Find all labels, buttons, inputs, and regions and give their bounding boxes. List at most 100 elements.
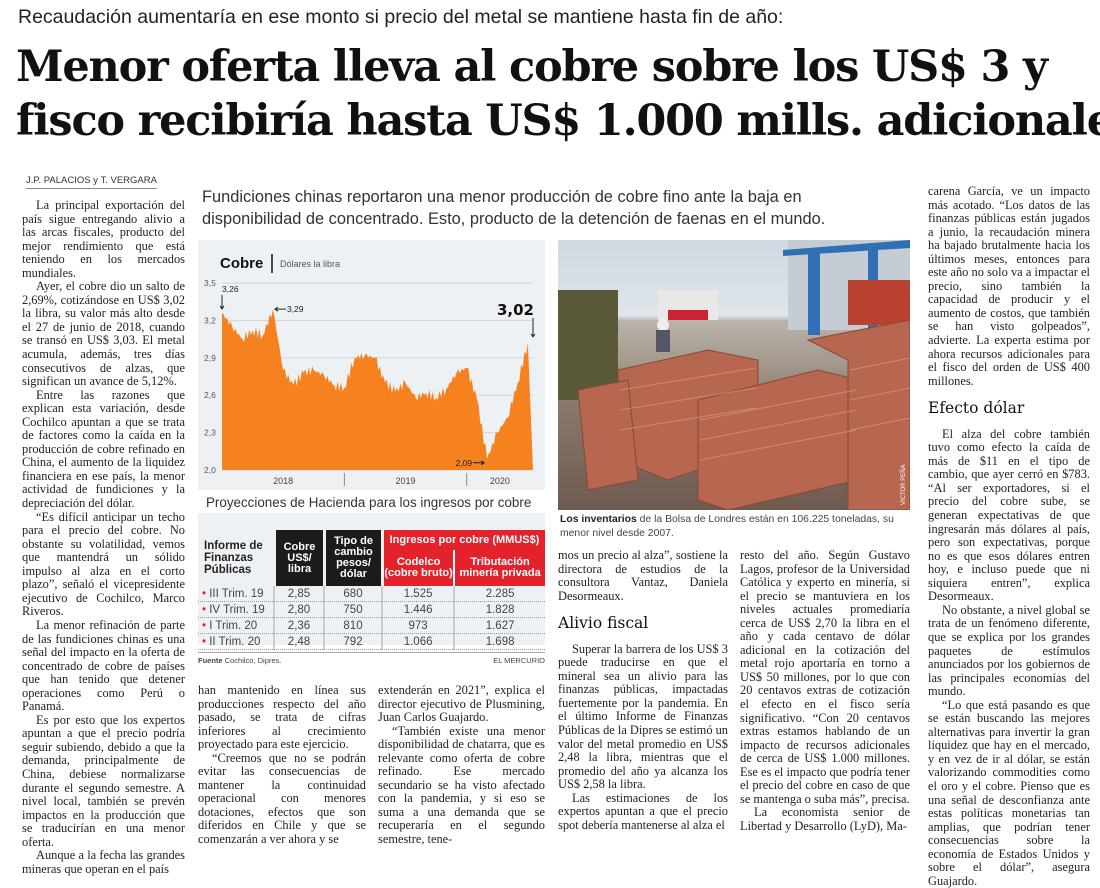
y-tick-label: 2,6 [204,390,216,400]
bullet-icon: • [202,603,210,616]
arrow-icon [274,306,286,312]
column-3: extenderán en 2021”, explica el director… [378,683,545,847]
annotation-label: 3,29 [287,304,304,314]
table-source: Fuente Cochilco, Dipres. EL MERCURIO [198,652,545,665]
cell-text: 1.698 [485,635,515,648]
table-row: • IV Trim. 19 2,80 750 1.446 1.828 [198,602,545,618]
arrow-icon [473,460,486,466]
header-cobre: Cobre US$/ libra [273,530,323,586]
paragraph: resto del año. Según Gustavo Lagos, prof… [740,548,910,806]
arrow-icon [530,317,536,338]
x-tick-label: 2020 [490,476,510,486]
table-cell: 1.627 [453,618,545,634]
table-cell: 810 [323,618,381,634]
source-label: Fuente [198,656,223,665]
paragraph: Aunque a la fecha las grandes mineras qu… [22,848,185,876]
header-tributacion: Tributación minería privada [453,550,545,586]
header-informe: Informe de Finanzas Públicas [198,530,273,586]
cell-text: 750 [343,603,363,616]
table-cell: 2,85 [273,586,323,602]
y-tick-label: 3,5 [204,278,216,288]
column-5: resto del año. Según Gustavo Lagos, prof… [740,548,910,833]
header-codelco: Codelco (cobre bruto) [381,550,454,586]
table-cell: 2,36 [273,618,323,634]
paragraph: carena García, ve un impacto más acotado… [928,184,1090,388]
cell-text: 1.627 [485,619,515,632]
paragraph: El alza del cobre también tuvo como efec… [928,426,1090,604]
bullet-icon: • [202,619,210,632]
table-row: • I Trim. 20 2,36 810 973 1.627 [198,618,545,634]
row-label: • II Trim. 20 [198,634,273,650]
paragraph: No obstante, a nivel global se trata de … [928,602,1090,699]
price-area [222,309,533,470]
subheading-alivio-fiscal: Alivio fiscal [558,614,649,633]
header-ingresos: Ingresos por cobre (MMUS$) [381,530,545,550]
bullet-icon: • [202,635,210,648]
paragraph: Ayer, el cobre dio un salto de 2,69%, co… [22,279,185,389]
paragraph: Entre las razones que explican esta vari… [22,387,185,511]
table-cell: 750 [323,602,381,618]
table-cell: 973 [381,618,454,634]
chart-title: Cobre [220,255,263,272]
cell-text: 2.285 [485,587,515,600]
header-tipo-cambio: Tipo de cambio pesos/ dólar [323,530,381,586]
headline-line-2: fisco recibiría hasta US$ 1.000 mills. a… [16,96,1100,146]
column-2: han mantenido en línea sus producciones … [198,683,366,847]
y-tick-label: 3,2 [204,315,216,325]
arrow-icon [219,294,225,310]
table-cell: 2,80 [273,602,323,618]
column-4: mos un precio al alza”, sostiene la dire… [558,548,728,832]
headline: Menor oferta lleva al cobre sobre los US… [16,40,1100,148]
x-tick-label: 2018 [273,476,293,486]
table-title: Proyecciones de Hacienda para los ingres… [206,495,532,510]
table-cell: 680 [323,586,381,602]
paragraph: “Creemos que no se podrán evitar las con… [198,750,366,847]
chart-subtitle: Dólares la libra [280,259,340,269]
bullet-icon: • [202,587,210,600]
cell-text: 1.828 [485,603,515,616]
paragraph: Es por esto que los expertos apuntan a q… [22,712,185,849]
cell-text: 1.066 [403,635,433,648]
y-tick-label: 2,9 [204,353,216,363]
deck: Fundiciones chinas reportaron una menor … [202,188,826,228]
cell-text: 1.525 [403,587,433,600]
table-cell: 2.285 [453,586,545,602]
subheading-efecto-dolar: Efecto dólar [928,399,1025,418]
cell-text: IV Trim. 19 [209,603,265,616]
table-cell: 1.525 [381,586,454,602]
cell-text: 2,80 [287,603,311,616]
copper-price-chart: Cobre Dólares la libra 3,5 3,2 2,9 2,6 2,3 2,0 2… [198,240,545,490]
paragraph: han mantenido en línea sus producciones … [198,683,366,752]
annotation-label: 3,26 [222,284,239,294]
paragraph: La principal exportación del país sigue … [22,198,185,280]
cell-text: 1.446 [403,603,433,616]
cell-text: I Trim. 20 [209,619,258,632]
headline-line-1: Menor oferta lleva al cobre sobre los US… [16,42,1048,92]
row-label: • III Trim. 19 [198,586,273,602]
column-6: carena García, ve un impacto más acotado… [928,184,1090,888]
table: Informe de Finanzas Públicas Cobre US$/ … [198,530,545,650]
paragraph: La economista senior de Libertad y Desar… [740,805,910,833]
x-tick-label: 2019 [396,476,416,486]
paragraph: “Lo que está pasando es que se están bus… [928,697,1090,888]
paragraph: mos un precio al alza”, sostiene la dire… [558,548,728,603]
cell-text: II Trim. 20 [209,635,261,648]
annotation-label: 2,09 [456,458,473,468]
y-tick-label: 2,3 [204,428,216,438]
current-value-label: 3,02 [497,301,534,319]
table-cell: 1.828 [453,602,545,618]
cell-text: 2,48 [287,635,311,648]
table-row: • III Trim. 19 2,85 680 1.525 2.285 [198,586,545,602]
table-cell: 1.066 [381,634,454,650]
row-label: • I Trim. 20 [198,618,273,634]
paragraph: La menor refinación de parte de las fund… [22,617,185,714]
caption-text: de la Bolsa de Londres están en 106.225 … [560,514,894,539]
table-cell: 1.446 [381,602,454,618]
paragraph: extenderán en 2021”, explica el director… [378,683,545,725]
table-cell: 1.698 [453,634,545,650]
table-cell: 2,48 [273,634,323,650]
paragraph: Las estimaciones de los expertos apuntan… [558,790,728,832]
cell-text: 2,85 [287,587,311,600]
publication-credit: EL MERCURIO [493,656,545,665]
copper-cathodes-photo: VICTOR PEÑA [558,240,910,510]
